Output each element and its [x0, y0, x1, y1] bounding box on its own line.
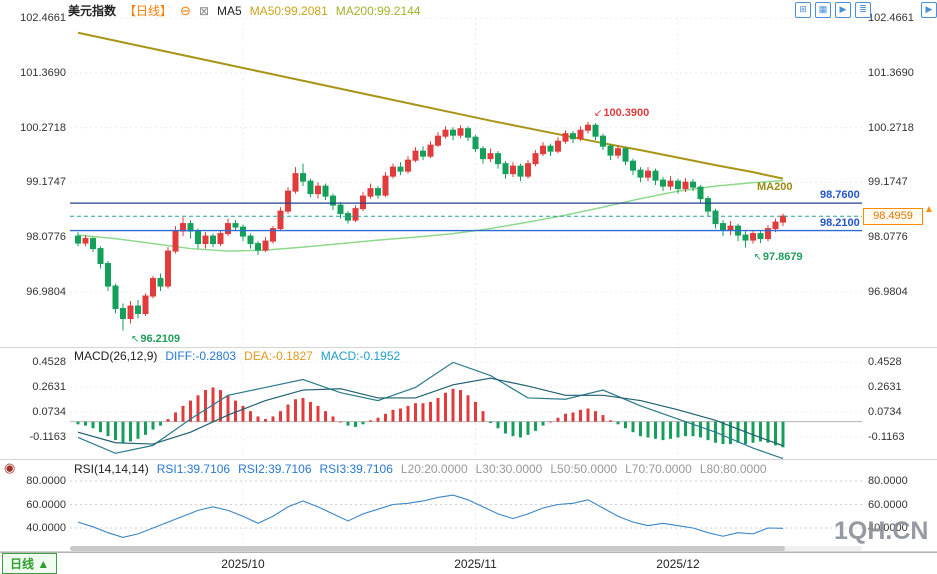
axis-label: 102.4661	[868, 12, 914, 24]
axis-label: 80.0000	[26, 475, 66, 487]
axis-label: 80.0000	[868, 475, 908, 487]
annotation-recent-low: ↖97.8679	[753, 250, 803, 263]
axis-label: -0.1163	[868, 431, 905, 443]
gridlines-layer	[0, 17, 937, 552]
macd-value: MACD:-0.1952	[320, 349, 401, 363]
rsi-level-label: L50:50.0000	[550, 462, 618, 476]
rsi-levels: L20:20.0000 L30:30.0000 L50:50.0000 L70:70.…	[401, 462, 775, 476]
axis-label: 0.0734	[868, 406, 902, 418]
rsi-title: RSI(14,14,14)	[74, 462, 149, 476]
rsi-line	[77, 494, 784, 538]
ma5-checkbox-icon[interactable]: ⊠	[198, 3, 209, 18]
grid-plus-icon[interactable]: ⊞	[795, 2, 811, 18]
collapse-icon[interactable]: ⊖	[180, 2, 191, 18]
h-scrollbar-track[interactable]	[70, 546, 862, 551]
dea-line	[77, 377, 784, 447]
annotation-high: ↙100.3900	[594, 106, 650, 119]
date-axis: 2025/10 2025/11 2025/12	[0, 552, 937, 574]
ma200-legend: MA200:99.2144	[335, 3, 421, 18]
date-tick-label: 2025/12	[656, 557, 700, 571]
date-tick-label: 2025/10	[221, 557, 265, 571]
rsi-legend: RSI(14,14,14) RSI1:39.7106 RSI2:39.7106 …	[74, 462, 775, 476]
axis-label: 60.0000	[868, 498, 908, 511]
axis-label: 101.3690	[20, 66, 66, 79]
axis-label: 102.4661	[20, 12, 66, 24]
main-legend: 美元指数 【日线】 ⊖ ⊠ MA5 MA50:99.2081 MA200:99.…	[68, 2, 420, 19]
rsi-level-label: L80:80.0000	[699, 462, 767, 476]
ma5-label: MA5	[217, 3, 242, 18]
rsi1-value: RSI1:39.7106	[156, 462, 231, 476]
list-icon[interactable]: ≣	[855, 2, 871, 18]
axis-label: 96.9804	[26, 285, 66, 298]
ma50-legend: MA50:99.2081	[249, 3, 328, 18]
macd-title: MACD(26,12,9)	[74, 349, 158, 363]
axis-label: 96.9804	[868, 285, 908, 298]
axis-label: 100.2718	[868, 121, 914, 134]
rsi-level-label: L30:30.0000	[475, 462, 543, 476]
rsi-level-label: L20:20.0000	[400, 462, 468, 476]
diff-value: DIFF:-0.2803	[165, 349, 237, 363]
annotation-low: ↖96.2109	[131, 333, 181, 346]
rsi-layer	[77, 494, 784, 538]
axis-label: 99.1747	[26, 176, 66, 189]
axis-label: 99.1747	[868, 176, 908, 189]
arrow-up-left-icon: ↖	[131, 334, 140, 346]
ma200-line	[77, 31, 784, 180]
arrow-up-left-icon: ↖	[753, 251, 762, 263]
price-up-marker-icon: ▲	[924, 204, 934, 216]
rsi3-value: RSI3:39.7106	[319, 462, 393, 476]
dea-value: DEA:-0.1827	[244, 349, 313, 363]
date-tick-label: 2025/11	[454, 557, 497, 571]
axis-label: 0.2631	[32, 381, 66, 393]
diff-line	[77, 361, 784, 460]
candles-layer	[75, 121, 786, 331]
axis-label: 100.2718	[20, 121, 66, 134]
forward-icon[interactable]: ▶	[835, 2, 851, 18]
axis-label: 98.0776	[26, 231, 66, 244]
axis-label: 0.2631	[868, 381, 902, 393]
arrow-down-left-icon: ↙	[594, 107, 603, 119]
hline-98.76-label: 98.7600	[820, 189, 860, 202]
rsi-level-label: L70:70.0000	[625, 462, 692, 476]
ma200-line-tag: MA200	[757, 180, 793, 193]
chart-toolbar: ⊞ ▦ ▶ ≣	[795, 2, 871, 18]
period-label: 【日线】	[124, 4, 173, 18]
axis-label: 60.0000	[26, 498, 66, 511]
axis-label: 98.0776	[868, 231, 908, 244]
ma50-line	[77, 179, 784, 252]
axis-label: 40.0000	[868, 522, 908, 534]
axis-label: 101.3690	[868, 66, 914, 79]
hline-98.21-label: 98.2100	[820, 216, 860, 229]
axis-label: 0.4528	[32, 356, 66, 368]
axis-label: -0.1163	[29, 431, 67, 443]
grid-view-icon[interactable]: ▦	[815, 2, 831, 18]
macd-legend: MACD(26,12,9) DIFF:-0.2803 DEA:-0.1827 M…	[74, 349, 400, 363]
last-price-tag: 98.4959	[863, 208, 923, 226]
target-icon[interactable]: ◉	[4, 460, 16, 475]
rsi2-value: RSI2:39.7106	[238, 462, 312, 476]
axis-label: 0.0734	[32, 406, 66, 418]
period-selector-button[interactable]: 日线 ▲	[2, 553, 58, 574]
symbol-name: 美元指数	[68, 4, 117, 18]
overlay-lines	[70, 202, 862, 232]
watermark: 1QH.CN	[834, 517, 929, 545]
axis-label: 40.0000	[26, 522, 66, 534]
h-scrollbar-thumb[interactable]	[70, 546, 785, 551]
axis-label: 0.4528	[868, 356, 902, 368]
macd-layer	[70, 361, 862, 460]
